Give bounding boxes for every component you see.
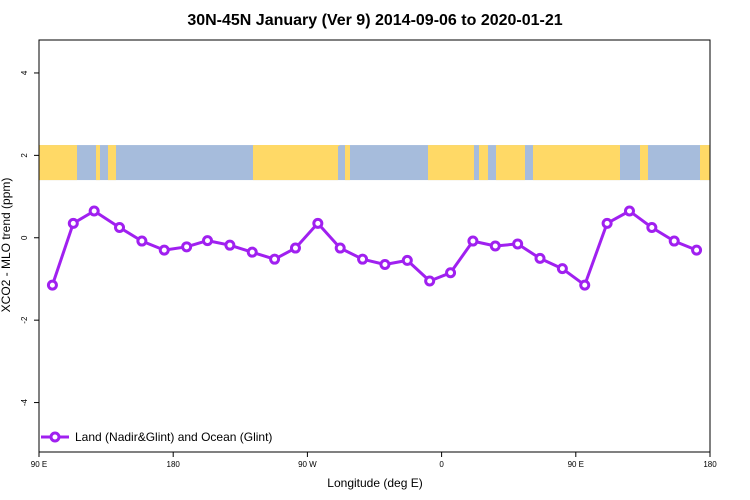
x-tick-label: 90 E: [568, 460, 584, 469]
y-tick-label: -4: [20, 398, 29, 406]
data-point: [556, 263, 568, 275]
map-land: [496, 145, 525, 181]
data-point: [312, 217, 324, 229]
map-land: [700, 145, 710, 181]
data-point: [646, 221, 658, 233]
x-axis: 90 E 180 90 W 0 90 E 180: [31, 452, 717, 469]
data-point: [114, 221, 126, 233]
series-line: [50, 209, 698, 287]
data-point: [201, 235, 213, 247]
x-tick-label: 180: [703, 460, 717, 469]
data-point: [601, 217, 613, 229]
data-point: [467, 235, 479, 247]
data-point: [334, 242, 346, 254]
chart-title: 30N-45N January (Ver 9) 2014-09-06 to 20…: [187, 12, 562, 29]
map-land: [108, 145, 116, 181]
map-land: [479, 145, 488, 181]
x-tick-label: 0: [439, 460, 444, 469]
x-tick-label: 90 W: [298, 460, 317, 469]
data-point: [379, 259, 391, 271]
data-point: [181, 241, 193, 253]
map-land: [260, 145, 340, 161]
data-point: [668, 235, 680, 247]
data-point: [579, 279, 591, 291]
map-land: [428, 145, 474, 181]
x-axis-label: Longitude (deg E): [327, 476, 422, 490]
data-point: [88, 205, 100, 217]
map-land: [39, 145, 77, 181]
world-map-band: [39, 145, 710, 181]
data-point: [489, 240, 501, 252]
series-layer: [46, 205, 703, 291]
map-land: [533, 145, 620, 181]
data-point: [445, 267, 457, 279]
legend: Land (Nadir&Glint) and Ocean (Glint): [41, 430, 272, 444]
data-point: [401, 254, 413, 266]
plot-frame: [38, 39, 711, 453]
data-point: [46, 279, 58, 291]
y-tick-label: -2: [20, 316, 29, 324]
data-point: [224, 239, 236, 251]
map-land: [345, 145, 350, 181]
data-point: [136, 235, 148, 247]
map-land: [640, 145, 648, 181]
data-point: [269, 253, 281, 265]
x-tick-label: 90 E: [31, 460, 47, 469]
data-point: [691, 244, 703, 256]
data-point: [512, 238, 524, 250]
data-point: [67, 217, 79, 229]
legend-label: Land (Nadir&Glint) and Ocean (Glint): [75, 430, 272, 444]
y-axis: -4 -2 0 2 4: [20, 70, 39, 406]
data-point: [246, 246, 258, 258]
data-point: [623, 205, 635, 217]
legend-marker: [49, 431, 61, 443]
data-point: [424, 275, 436, 287]
data-point: [289, 242, 301, 254]
y-axis-label: XCO2 - MLO trend (ppm): [0, 178, 13, 313]
y-tick-label: 0: [20, 235, 29, 240]
data-point: [534, 252, 546, 264]
map-land: [96, 145, 100, 181]
y-tick-label: 2: [20, 153, 29, 158]
data-point: [158, 244, 170, 256]
x-tick-label: 180: [167, 460, 181, 469]
y-tick-label: 4: [20, 70, 29, 75]
data-point: [357, 253, 369, 265]
